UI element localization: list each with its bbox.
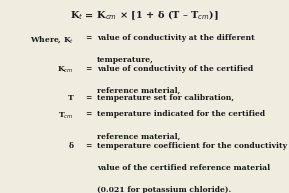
Text: reference material,: reference material, xyxy=(97,132,180,140)
Text: K$_t$ = K$_{cm}$ × [1 + δ (T – T$_{cm}$)]: K$_t$ = K$_{cm}$ × [1 + δ (T – T$_{cm}$)… xyxy=(70,9,219,22)
Text: =: = xyxy=(85,142,91,150)
Text: δ: δ xyxy=(69,142,74,150)
Text: temperature,: temperature, xyxy=(97,56,153,64)
Text: value of conductivity of the certified: value of conductivity of the certified xyxy=(97,65,253,73)
Text: reference material,: reference material, xyxy=(97,87,180,95)
Text: =: = xyxy=(85,110,91,118)
Text: value of the certified reference material: value of the certified reference materia… xyxy=(97,164,270,172)
Text: value of conductivity at the different: value of conductivity at the different xyxy=(97,34,255,42)
Text: (0.021 for potassium chloride).: (0.021 for potassium chloride). xyxy=(97,186,231,193)
Text: Where, K$_{t}$: Where, K$_{t}$ xyxy=(29,34,74,45)
Text: =: = xyxy=(85,94,91,102)
Text: temperature coefficient for the conductivity: temperature coefficient for the conducti… xyxy=(97,142,287,150)
Text: K$_{cm}$: K$_{cm}$ xyxy=(57,65,74,75)
Text: T$_{cm}$: T$_{cm}$ xyxy=(58,110,74,120)
Text: T: T xyxy=(68,94,74,102)
Text: temperature indicated for the certified: temperature indicated for the certified xyxy=(97,110,265,118)
Text: =: = xyxy=(85,65,91,73)
Text: temperature set for calibration,: temperature set for calibration, xyxy=(97,94,234,102)
Text: =: = xyxy=(85,34,91,42)
